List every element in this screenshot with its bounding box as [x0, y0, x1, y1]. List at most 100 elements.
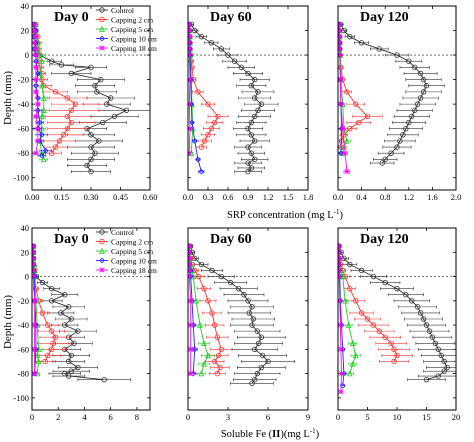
- data-point: [435, 346, 441, 353]
- data-point-stroke: [188, 27, 192, 33]
- data-point: [71, 340, 77, 346]
- data-point: [99, 267, 105, 273]
- data-point: [259, 352, 266, 359]
- y-tick-label: -60: [18, 124, 29, 134]
- data-point: [191, 346, 198, 353]
- panel-title: Day 120: [360, 232, 409, 247]
- x-tick-label: 0.00: [25, 192, 40, 202]
- data-point-stroke: [188, 261, 192, 267]
- x-tick-label: 15: [422, 412, 431, 422]
- legend-item: Capping 5 cm: [96, 25, 153, 34]
- data-point: [338, 34, 342, 40]
- data-point: [205, 352, 211, 359]
- y-tick-label: 20: [21, 247, 30, 257]
- data-point: [75, 364, 81, 371]
- data-point: [188, 27, 192, 34]
- data-point-stroke: [338, 27, 342, 33]
- data-point-stroke: [338, 40, 342, 45]
- data-point-stroke: [338, 255, 342, 260]
- panel-title: Day 0: [54, 10, 89, 25]
- data-point-stroke: [33, 64, 39, 70]
- data-point: [188, 322, 194, 328]
- data-point: [338, 21, 342, 27]
- data-point: [338, 267, 342, 274]
- series-line: [340, 24, 427, 164]
- data-point: [211, 322, 218, 328]
- data-point: [394, 144, 400, 150]
- x-tick-label: 0.15: [54, 192, 69, 202]
- data-point: [245, 125, 251, 132]
- series-capping-2-cm: [32, 243, 72, 365]
- legend-label: Capping 10 cm: [111, 257, 157, 266]
- plot-frame: [337, 227, 457, 411]
- data-point: [403, 292, 409, 298]
- x-tick-label: 0: [30, 412, 34, 422]
- data-point: [38, 113, 45, 120]
- data-point-stroke: [32, 298, 38, 304]
- data-point: [248, 83, 255, 89]
- plot-frame: [337, 5, 457, 191]
- legend-label: Capping 2 cm: [111, 16, 153, 25]
- data-point: [189, 119, 195, 126]
- data-point: [198, 33, 205, 40]
- data-point: [123, 107, 130, 113]
- plot-frame: [31, 5, 151, 191]
- series-group: [188, 243, 295, 387]
- series-line: [188, 246, 192, 374]
- data-point: [218, 273, 225, 280]
- data-point: [255, 340, 262, 346]
- y-tick-label: -60: [18, 344, 29, 354]
- data-point: [245, 70, 251, 77]
- data-point: [104, 101, 110, 107]
- series-line: [188, 246, 222, 374]
- data-point: [99, 25, 105, 32]
- data-point: [358, 267, 365, 274]
- data-point: [251, 346, 258, 353]
- data-point: [39, 310, 46, 316]
- x-tick-label: 9: [306, 412, 310, 422]
- data-point: [205, 298, 211, 304]
- data-point: [32, 371, 38, 377]
- data-point: [218, 346, 225, 353]
- y-axis-label-top: Depth (mm): [2, 71, 14, 125]
- data-point: [35, 358, 42, 365]
- data-point: [235, 285, 242, 292]
- data-point: [33, 52, 39, 58]
- data-point: [245, 144, 251, 150]
- data-point: [420, 316, 427, 322]
- data-point: [248, 132, 255, 138]
- data-point: [68, 107, 75, 113]
- data-point: [60, 132, 67, 138]
- data-point-stroke: [188, 255, 192, 261]
- data-point: [209, 267, 215, 274]
- data-point-stroke: [188, 298, 194, 304]
- panel-title: Day 120: [360, 10, 409, 25]
- data-point: [48, 58, 55, 64]
- data-point: [420, 76, 427, 83]
- data-point-stroke: [32, 322, 38, 328]
- y-tick-label: -100: [13, 393, 29, 403]
- data-point-stroke: [188, 150, 192, 156]
- data-point: [38, 82, 45, 89]
- data-point: [338, 346, 344, 352]
- x-tick-label: 1.8: [303, 192, 314, 202]
- data-point: [66, 358, 72, 365]
- data-point: [188, 40, 192, 46]
- data-point: [99, 257, 105, 264]
- data-point: [251, 113, 258, 120]
- x-tick-label: 6: [109, 412, 113, 422]
- data-point: [48, 346, 55, 353]
- data-point: [88, 144, 94, 150]
- data-point: [188, 21, 192, 27]
- data-point: [94, 89, 100, 95]
- data-point: [96, 138, 102, 144]
- data-point: [42, 147, 49, 154]
- data-point: [32, 298, 38, 304]
- x-tick-label: 20: [452, 412, 461, 422]
- data-point: [414, 101, 421, 107]
- data-point-stroke: [188, 267, 192, 273]
- x-tick-label: 3: [226, 412, 230, 422]
- series-capping-18-cm: [32, 21, 41, 156]
- data-point: [99, 238, 105, 245]
